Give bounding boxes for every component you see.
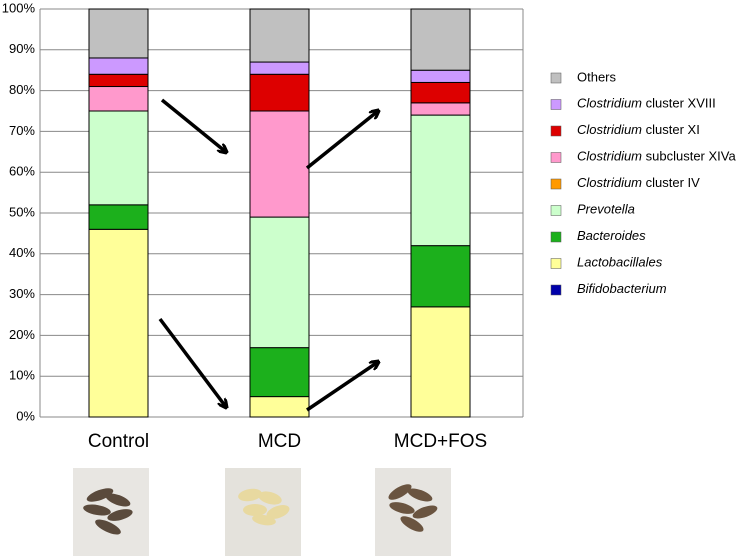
legend-label: Bifidobacterium [577, 281, 667, 296]
legend-label: Clostridium subcluster XIVa [577, 149, 736, 164]
y-tick-label: 80% [9, 82, 35, 97]
legend-label: Lactobacillales [577, 255, 663, 270]
y-tick-label: 70% [9, 123, 35, 138]
bar-segment [249, 347, 310, 398]
pellets [388, 484, 438, 532]
y-tick-label: 100% [2, 0, 36, 15]
y-tick-label: 0% [16, 408, 35, 423]
y-tick-label: 90% [9, 41, 35, 56]
arrows [158, 98, 378, 412]
photos [73, 468, 451, 556]
y-tick-label: 40% [9, 245, 35, 260]
bar-segment [410, 81, 471, 104]
y-tick-label: 50% [9, 204, 35, 219]
bar-segment [249, 8, 310, 63]
legend-swatch [550, 152, 562, 163]
legend-swatch [550, 231, 562, 243]
y-tick-label: 60% [9, 164, 35, 179]
bar-segment [410, 8, 471, 71]
legend-label: Clostridium cluster XVIII [577, 96, 716, 111]
arrow [158, 317, 226, 407]
bar-segment [410, 102, 471, 116]
bar-segment [410, 114, 471, 247]
bar-segment [88, 86, 149, 112]
pellets [238, 488, 290, 526]
legend-label: Clostridium cluster IV [577, 175, 700, 190]
legend-label: Clostridium cluster XI [577, 122, 700, 137]
y-tick-label: 30% [9, 286, 35, 301]
x-tick-label: MCD+FOS [394, 431, 487, 452]
arrow [160, 98, 226, 152]
bar-segment [88, 228, 149, 418]
legend-swatch [550, 125, 562, 137]
legend-label: Bacteroides [577, 228, 646, 243]
arrow [305, 111, 378, 170]
bar-segment [249, 396, 310, 418]
legend-swatch [550, 205, 562, 216]
legend-swatch [550, 99, 562, 110]
legend-swatch [550, 258, 562, 269]
arrow [306, 362, 378, 412]
bar-segment [249, 216, 310, 349]
x-tick-label: MCD [258, 431, 301, 452]
pellets [83, 488, 133, 535]
bar-segment [410, 245, 471, 308]
legend-label: Prevotella [577, 202, 635, 217]
bar-segment [88, 57, 149, 75]
bar-segment [88, 204, 149, 230]
y-tick-label: 10% [9, 368, 35, 383]
legend-swatch [550, 178, 562, 190]
bar-segment [249, 110, 310, 218]
bar-segment [410, 69, 471, 83]
photo [73, 468, 149, 556]
legend-label: Others [577, 69, 617, 84]
bar-segment [88, 8, 149, 59]
legend-swatch [550, 72, 562, 84]
y-tick-label: 20% [9, 327, 35, 342]
x-tick-label: Control [88, 431, 149, 452]
bar-segment [88, 110, 149, 206]
bar-segment [410, 306, 471, 418]
bar-segment [249, 61, 310, 75]
legend-swatch [550, 284, 562, 296]
bar-segment [249, 73, 310, 112]
bar-segment [88, 73, 149, 88]
